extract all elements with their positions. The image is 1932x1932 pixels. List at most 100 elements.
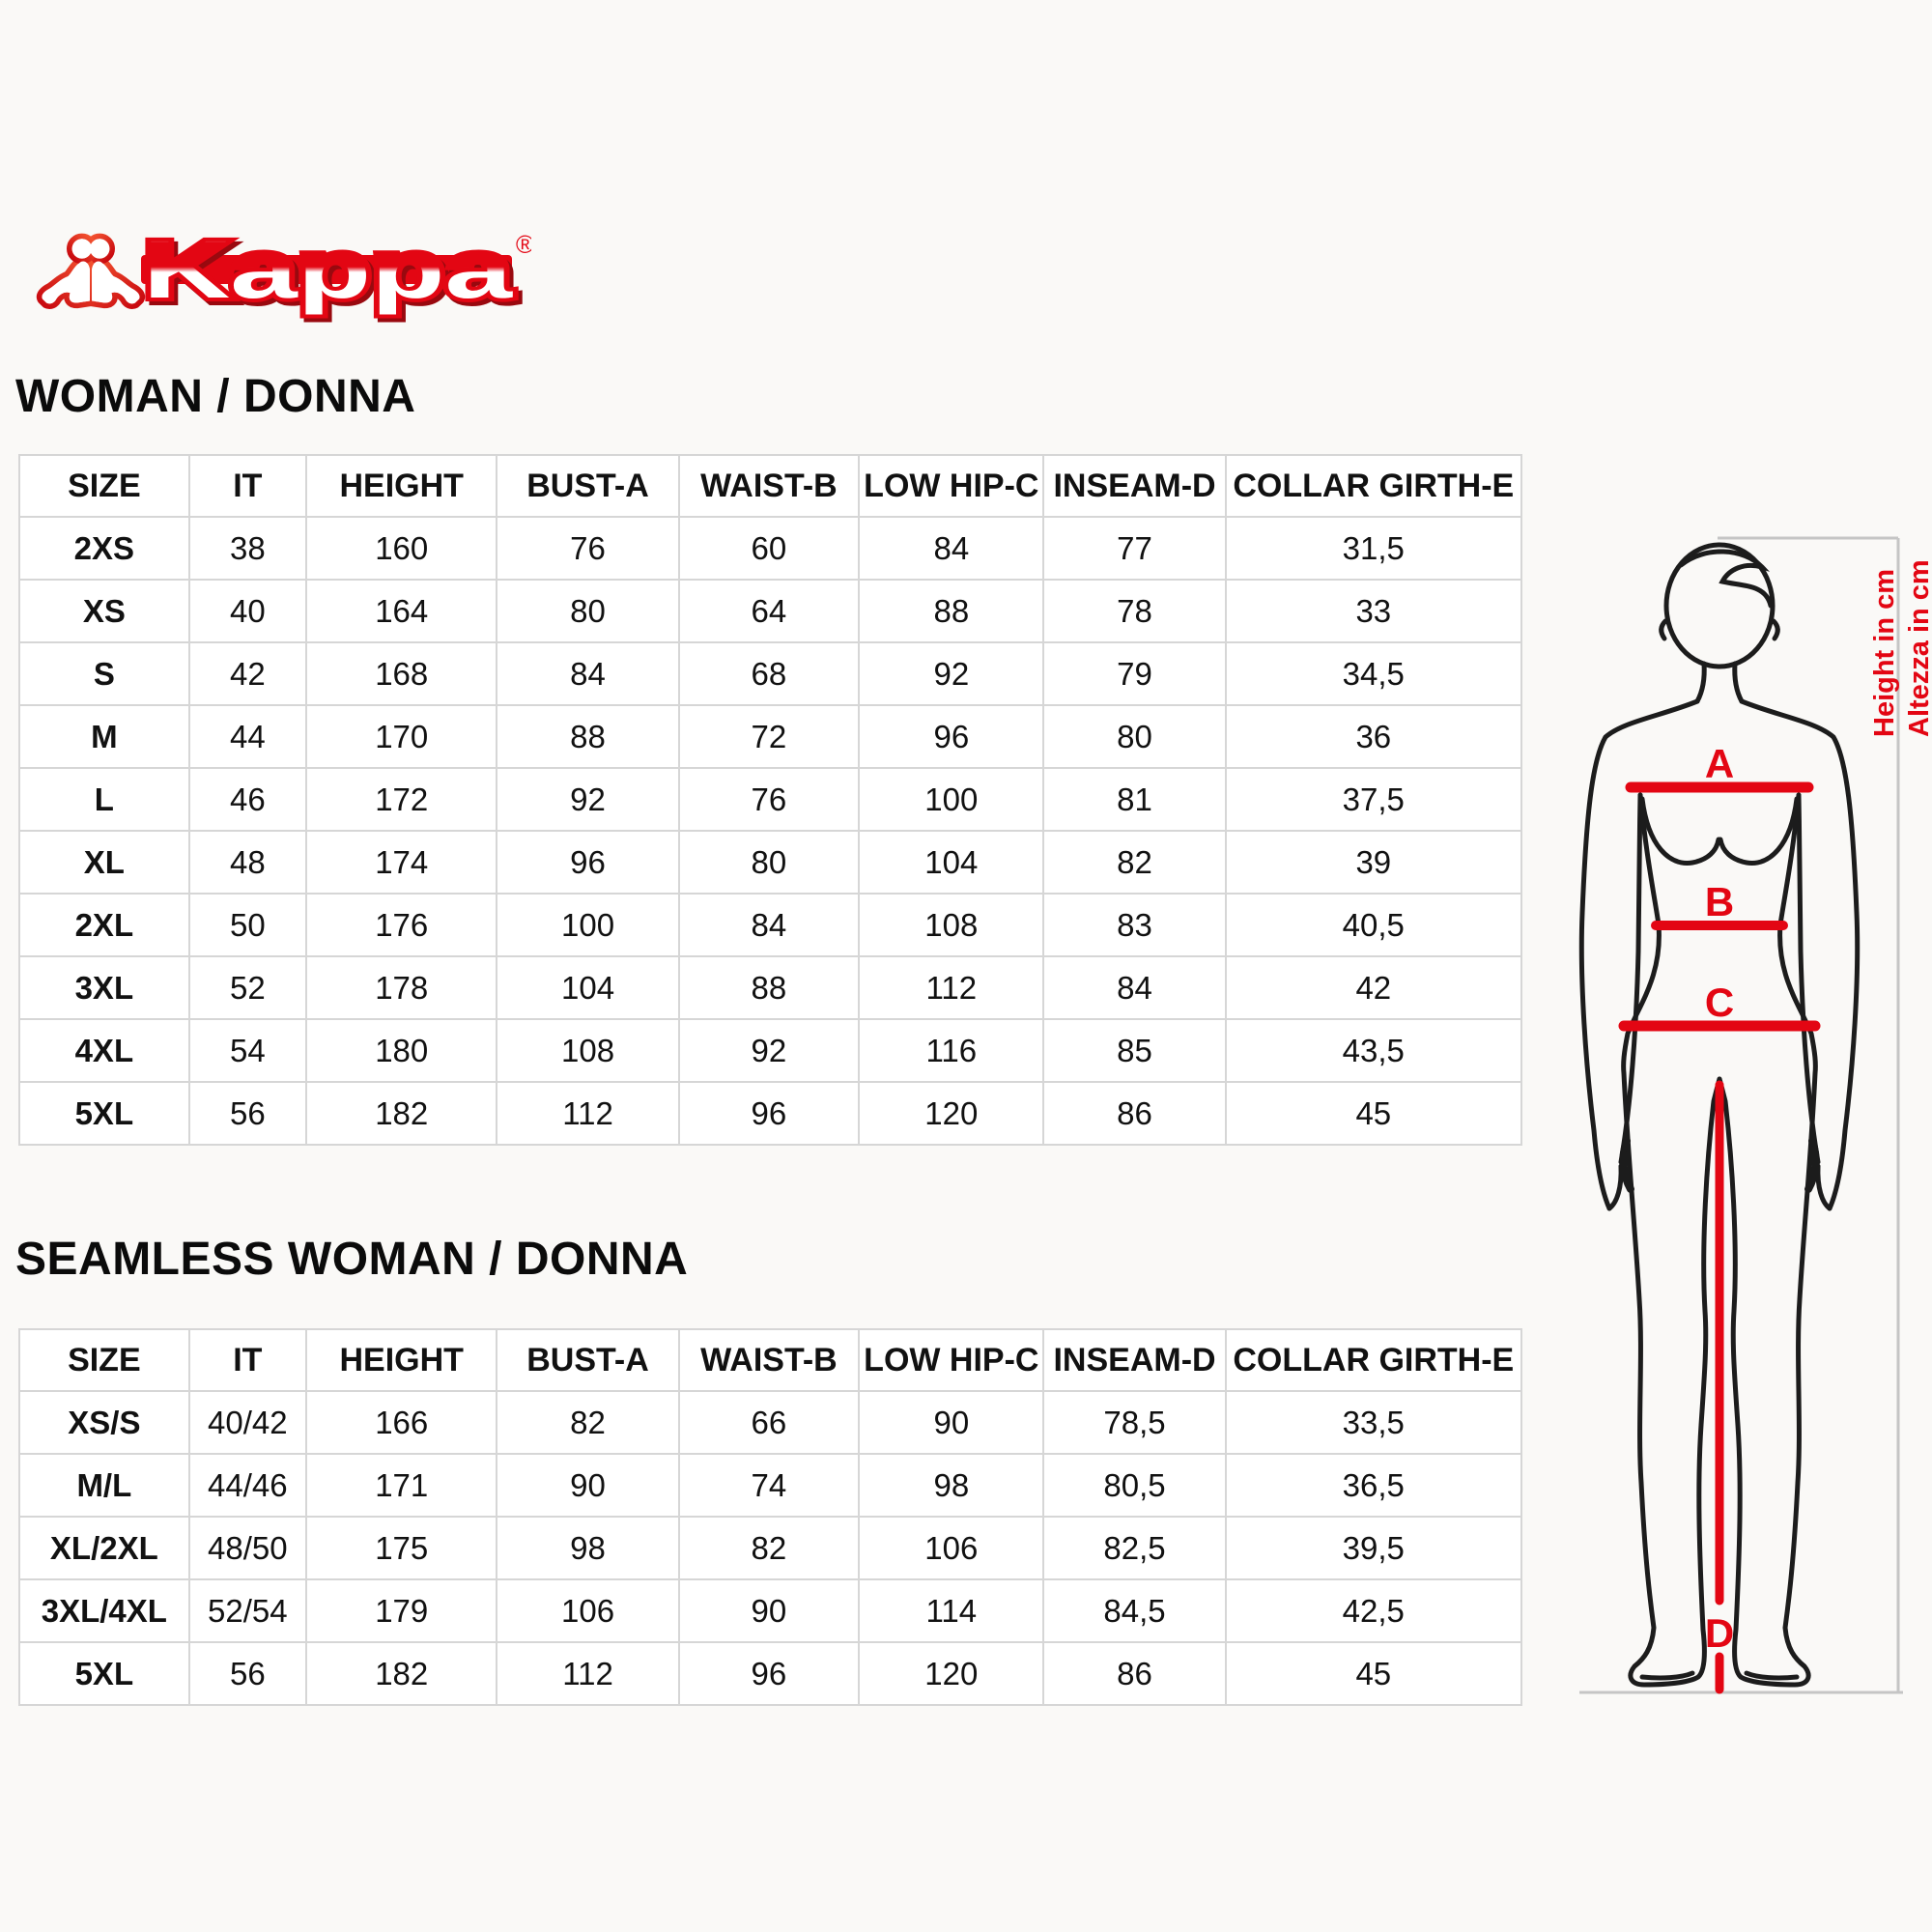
size-cell: XS/S <box>18 1390 190 1455</box>
size-cell: L <box>18 767 190 832</box>
value-cell: 60 <box>677 516 861 581</box>
value-cell: 116 <box>858 1018 1045 1083</box>
value-cell: 106 <box>858 1516 1045 1580</box>
kappa-wordmark: Kappa <box>143 224 514 315</box>
column-header: SIZE <box>18 1328 190 1392</box>
table-row: 5XL 56 182 112 96 120 86 45 <box>18 1641 1523 1706</box>
value-cell: 74 <box>677 1453 861 1518</box>
value-cell: 104 <box>496 955 680 1020</box>
value-cell: 170 <box>304 704 498 769</box>
value-cell: 52/54 <box>187 1578 307 1643</box>
value-cell: 56 <box>187 1081 307 1146</box>
value-cell: 174 <box>304 830 498 895</box>
value-cell: 40/42 <box>187 1390 307 1455</box>
height-scale-lines <box>1579 536 1903 1694</box>
value-cell: 42 <box>187 641 307 706</box>
column-header: LOW HIP-C <box>858 454 1045 518</box>
value-cell: 80 <box>677 830 861 895</box>
column-header: COLLAR GIRTH-E <box>1224 1328 1523 1392</box>
value-cell: 80 <box>496 579 680 643</box>
value-cell: 82 <box>677 1516 861 1580</box>
value-cell: 108 <box>496 1018 680 1083</box>
value-cell: 66 <box>677 1390 861 1455</box>
body-measurement-figure: A B C D Height in cm Altezza in cm <box>1578 536 1932 1694</box>
value-cell: 90 <box>858 1390 1045 1455</box>
value-cell: 164 <box>304 579 498 643</box>
logo-red-band <box>141 255 512 284</box>
value-cell: 39,5 <box>1224 1516 1523 1580</box>
column-header: WAIST-B <box>677 1328 861 1392</box>
column-header: HEIGHT <box>304 454 498 518</box>
value-cell: 78 <box>1042 579 1227 643</box>
table-row: 4XL 54 180 108 92 116 85 43,5 <box>18 1018 1523 1083</box>
value-cell: 84 <box>1042 955 1227 1020</box>
woman-body-outline <box>1578 542 1861 1688</box>
value-cell: 40,5 <box>1224 893 1523 957</box>
table-row: XL/2XL 48/50 175 98 82 106 82,5 39,5 <box>18 1516 1523 1580</box>
value-cell: 114 <box>858 1578 1045 1643</box>
value-cell: 33 <box>1224 579 1523 643</box>
table-row: 5XL 56 182 112 96 120 86 45 <box>18 1081 1523 1146</box>
value-cell: 31,5 <box>1224 516 1523 581</box>
value-cell: 96 <box>496 830 680 895</box>
value-cell: 96 <box>858 704 1045 769</box>
column-header: IT <box>187 1328 307 1392</box>
value-cell: 178 <box>304 955 498 1020</box>
value-cell: 37,5 <box>1224 767 1523 832</box>
value-cell: 82 <box>1042 830 1227 895</box>
value-cell: 92 <box>677 1018 861 1083</box>
value-cell: 50 <box>187 893 307 957</box>
value-cell: 96 <box>677 1641 861 1706</box>
value-cell: 112 <box>858 955 1045 1020</box>
value-cell: 39 <box>1224 830 1523 895</box>
value-cell: 84 <box>496 641 680 706</box>
left-sole-line <box>1639 1670 1695 1681</box>
column-header: BUST-A <box>496 1328 680 1392</box>
value-cell: 98 <box>858 1453 1045 1518</box>
inseam-label: D <box>1705 1610 1734 1656</box>
table-row: 2XS 38 160 76 60 84 77 31,5 <box>18 516 1523 581</box>
size-cell: 3XL <box>18 955 190 1020</box>
value-cell: 56 <box>187 1641 307 1706</box>
value-cell: 84,5 <box>1042 1578 1227 1643</box>
value-cell: 88 <box>496 704 680 769</box>
value-cell: 120 <box>858 1081 1045 1146</box>
seamless-section-title: SEAMLESS WOMAN / DONNA <box>15 1234 689 1285</box>
value-cell: 182 <box>304 1641 498 1706</box>
column-header: IT <box>187 454 307 518</box>
value-cell: 38 <box>187 516 307 581</box>
value-cell: 106 <box>496 1578 680 1643</box>
height-in-cm-label: Height in cm <box>1869 569 1900 737</box>
left-ear <box>1659 618 1668 641</box>
value-cell: 43,5 <box>1224 1018 1523 1083</box>
value-cell: 171 <box>304 1453 498 1518</box>
value-cell: 40 <box>187 579 307 643</box>
value-cell: 42,5 <box>1224 1578 1523 1643</box>
table-row: XS 40 164 80 64 88 78 33 <box>18 579 1523 643</box>
column-header: LOW HIP-C <box>858 1328 1045 1392</box>
altezza-in-cm-label: Altezza in cm <box>1904 559 1932 737</box>
measurement-lines <box>1618 781 1821 1694</box>
value-cell: 168 <box>304 641 498 706</box>
value-cell: 182 <box>304 1081 498 1146</box>
value-cell: 92 <box>858 641 1045 706</box>
header-row: SIZE IT HEIGHT BUST-A WAIST-B LOW HIP-C INSEAM… <box>18 1328 1523 1392</box>
value-cell: 82,5 <box>1042 1516 1227 1580</box>
value-cell: 108 <box>858 893 1045 957</box>
size-cell: S <box>18 641 190 706</box>
value-cell: 86 <box>1042 1641 1227 1706</box>
column-header: INSEAM-D <box>1042 454 1227 518</box>
column-header: HEIGHT <box>304 1328 498 1392</box>
table-row: M 44 170 88 72 96 80 36 <box>18 704 1523 769</box>
value-cell: 44 <box>187 704 307 769</box>
value-cell: 90 <box>496 1453 680 1518</box>
hip-label: C <box>1705 980 1734 1025</box>
value-cell: 112 <box>496 1081 680 1146</box>
kappa-wordmark-shadow: Kappa <box>147 228 518 319</box>
value-cell: 100 <box>496 893 680 957</box>
value-cell: 166 <box>304 1390 498 1455</box>
column-header: SIZE <box>18 454 190 518</box>
value-cell: 68 <box>677 641 861 706</box>
value-cell: 92 <box>496 767 680 832</box>
value-cell: 48 <box>187 830 307 895</box>
